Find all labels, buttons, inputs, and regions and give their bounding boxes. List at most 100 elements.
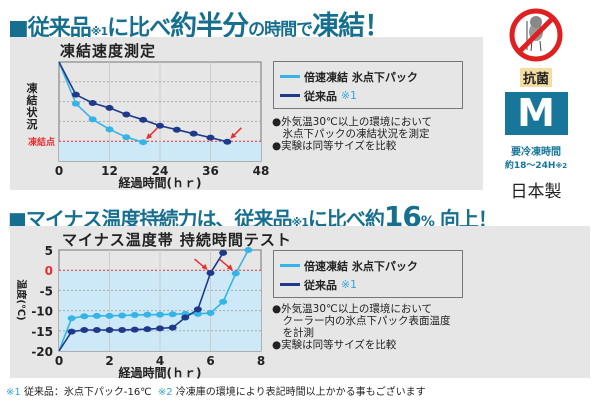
footnote-ref: ※1	[340, 89, 358, 102]
x-axis-label: 経過時間(ｈｒ)	[119, 365, 202, 380]
chart1-notes: ●外気温30℃以上の環境において 氷点下パックの凍結状況を測定 ●実験は同等サイ…	[272, 116, 432, 152]
x-axis-label: 経過時間(ｈｒ)	[119, 175, 202, 190]
arrow-head-icon	[226, 264, 233, 271]
x-tick-label: 2	[105, 354, 113, 368]
note: ●実験は同等サイズを比較	[272, 339, 397, 351]
data-point	[130, 326, 139, 333]
y-axis-label: 結	[27, 93, 38, 107]
data-point	[105, 312, 114, 319]
headline-text: の時間で	[248, 20, 313, 40]
note: 氷点下パックの凍結状況を測定	[272, 128, 430, 140]
data-point	[143, 326, 152, 333]
data-point	[118, 312, 127, 319]
x-tick-label: 24	[152, 164, 169, 178]
legend-label: 倍速凍結 氷点下パック	[304, 259, 418, 273]
note: を計測	[272, 327, 314, 339]
data-point	[156, 311, 164, 318]
data-point	[206, 310, 215, 317]
data-point	[206, 134, 215, 141]
data-point	[156, 325, 164, 332]
chart2-legend: 倍速凍結 氷点下パック 従来品 ※1	[273, 250, 463, 298]
x-tick-label: 48	[253, 164, 270, 178]
data-point	[168, 324, 177, 331]
legend-label: 倍速凍結 氷点下パック	[304, 70, 418, 84]
x-tick-label: 8	[257, 354, 265, 368]
series-line-fast	[58, 249, 250, 352]
headline-1: ■従来品※1に比べ約半分の時間で凍結！	[8, 4, 391, 43]
data-point	[219, 249, 228, 256]
footnote-ref: ※2	[555, 162, 568, 170]
data-point	[71, 91, 80, 98]
headline-emphasis: 凍結！	[312, 11, 391, 42]
footnotes: ※1 従来品：氷点下パック-16℃ ※2 冷凍庫の環境により表記時間以上かかる事…	[6, 383, 426, 398]
data-point	[118, 326, 127, 333]
legend-label: 従来品	[304, 278, 337, 292]
y-tick-label: -20	[31, 345, 53, 359]
y-tick-label: -10	[31, 305, 53, 319]
chart2-title: マイナス温度帯 持続時間テスト	[62, 231, 292, 249]
note: ●外気温30℃以上の環境において	[272, 303, 432, 315]
y-tick-label: 0	[45, 264, 53, 278]
data-point	[231, 270, 240, 277]
data-point	[130, 312, 139, 319]
x-tick-label: 4	[156, 354, 164, 368]
footnote-ref: ※1	[291, 216, 309, 229]
data-point	[244, 247, 253, 253]
footnote-ref: ※1	[90, 25, 108, 38]
y-axis-label: 状	[27, 105, 39, 119]
chart1-title: 凍結速度測定	[60, 42, 157, 60]
data-point	[67, 315, 76, 322]
data-point	[172, 126, 181, 133]
data-point	[219, 298, 228, 305]
data-point	[80, 313, 89, 320]
x-tick-label: 0	[55, 354, 63, 368]
x-tick-label: 36	[202, 164, 219, 178]
headline-text: ■従来品	[8, 16, 92, 41]
x-tick-label: 0	[55, 164, 63, 178]
data-point	[92, 312, 101, 319]
data-point	[139, 116, 148, 123]
y-axis-label: 凍	[27, 81, 39, 95]
footnote-text: 従来品：氷点下パック-16℃	[23, 387, 152, 398]
freeze-time: 約18〜24H	[504, 161, 556, 171]
footnote-text: 冷凍庫の環境により表記時間以上かかる事もございます	[175, 387, 426, 398]
arrow-head-icon	[201, 264, 208, 271]
data-point	[88, 99, 97, 106]
data-point	[122, 134, 131, 141]
y-axis-label: 温度(℃)	[15, 279, 28, 320]
y-tick-label: -15	[31, 325, 53, 339]
made-in-japan: 日本製	[510, 182, 562, 202]
legend-conv: 従来品 ※1	[280, 275, 456, 294]
data-point	[206, 270, 215, 277]
data-point	[92, 326, 101, 333]
data-point	[80, 326, 89, 333]
data-point	[105, 104, 114, 111]
legend-fast: 倍速凍結 氷点下パック	[280, 256, 456, 275]
legend-fast: 倍速凍結 氷点下パック	[280, 67, 456, 86]
data-point	[223, 138, 232, 145]
data-point	[193, 306, 202, 313]
freeze-point-label: 凍結点	[28, 136, 55, 148]
footnote-ref: ※1	[340, 278, 358, 291]
chart1-legend: 倍速凍結 氷点下パック 従来品 ※1	[273, 61, 463, 109]
note: クーラー内の氷点下パック表面温度	[272, 315, 451, 327]
footnote-ref: ※1	[6, 387, 21, 398]
y-tick-label: 5	[45, 244, 53, 258]
data-point	[67, 328, 76, 335]
badge-column: 抗菌 M 要冷凍時間 約18〜24H※2 日本製	[495, 6, 577, 202]
size-badge: M	[504, 92, 568, 135]
arrow-head-icon	[230, 132, 237, 139]
legend-label: 従来品	[304, 89, 337, 103]
headline-emphasis: 約半分	[170, 11, 249, 42]
data-point	[88, 116, 97, 123]
data-point	[156, 122, 164, 129]
data-point	[143, 311, 152, 318]
y-tick-label: -5	[40, 284, 53, 298]
note: ●外気温30℃以上の環境において	[272, 116, 432, 128]
no-germs-icon	[509, 8, 563, 62]
data-point	[181, 314, 190, 321]
data-point	[168, 311, 177, 318]
chart2-notes: ●外気温30℃以上の環境において クーラー内の氷点下パック表面温度 を計測 ●実…	[272, 303, 451, 351]
y-axis-label: 況	[27, 117, 38, 131]
